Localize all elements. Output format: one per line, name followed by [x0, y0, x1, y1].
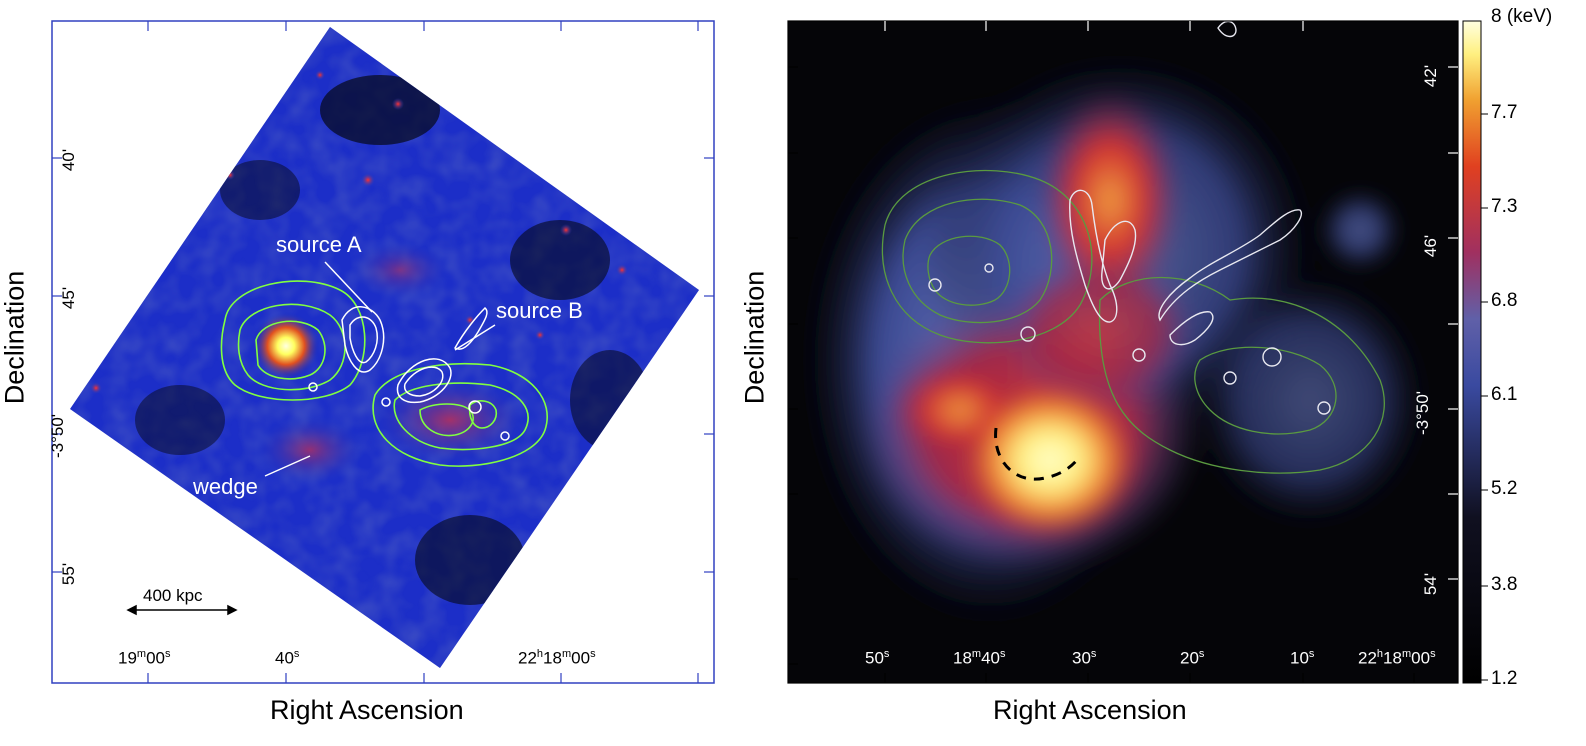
colorbar [1462, 20, 1482, 684]
right-dec-tick-label: 42' [1421, 64, 1441, 88]
colorbar-tick-label: 7.7 [1491, 102, 1518, 123]
right-temperature-map [787, 20, 1488, 684]
source-a-label: source A [276, 232, 362, 257]
dashed-arc [994, 427, 1079, 481]
colorbar-tick-label: 7.3 [1491, 196, 1518, 217]
left-panel: source A source B wedge 400 kpc 40' 45' … [0, 0, 730, 746]
wedge-label: wedge [193, 474, 258, 499]
left-ra-tick-label: 40s [275, 648, 300, 668]
right-xaxis-title: Right Ascension [993, 695, 1187, 725]
right-ra-tick-label: 50s [865, 648, 890, 668]
left-green-contours [220, 280, 548, 467]
scale-bar [126, 604, 238, 616]
wedge-pointer [264, 455, 311, 477]
right-ticks [788, 66, 1415, 683]
right-green-contours [881, 169, 1385, 474]
scale-bar-label: 400 kpc [143, 586, 203, 605]
colorbar-tick-label: 1.2 [1491, 668, 1518, 689]
right-ra-tick-label: 10s [1290, 648, 1315, 668]
right-ra-tick-label: 20s [1180, 648, 1205, 668]
right-yaxis-title: Declination [739, 270, 770, 405]
right-frame [787, 20, 1459, 684]
right-panel: 42' 46' -3°50' 54' 50s 18m40s 30s 20s 10… [730, 0, 1586, 746]
right-dec-tick-label: 54' [1421, 572, 1441, 596]
left-ra-tick-label: 22h18m00s [518, 648, 596, 668]
left-xray-image [51, 20, 715, 684]
left-ra-tick-label: 19m00s [118, 648, 171, 668]
left-dec-tick-label: 55' [59, 562, 79, 586]
left-dec-tick-label: -3°50' [48, 413, 68, 459]
left-yaxis-title: Declination [0, 270, 30, 405]
source-a-pointer [324, 261, 373, 313]
right-ra-tick-label: 30s [1072, 648, 1097, 668]
colorbar-unit-label: 8 (keV) [1491, 6, 1553, 27]
colorbar-tick-label: 5.2 [1491, 478, 1518, 499]
right-ra-tick-label: 22h18m00s [1358, 648, 1436, 668]
left-ticks [52, 21, 714, 683]
colorbar-tick-label: 6.1 [1491, 384, 1518, 405]
left-dec-tick-label: 45' [59, 286, 79, 310]
right-radio-contours [928, 21, 1331, 415]
left-xaxis-title: Right Ascension [270, 695, 464, 725]
right-dec-tick-label: -3°50' [1413, 390, 1433, 436]
left-radio-contours [308, 306, 510, 441]
right-dec-tick-label: 46' [1421, 234, 1441, 258]
source-b-label: source B [496, 298, 583, 323]
colorbar-tick-label: 3.8 [1491, 574, 1518, 595]
source-b-pointer [454, 324, 496, 351]
left-dec-tick-label: 40' [59, 148, 79, 172]
colorbar-tick-label: 6.8 [1491, 290, 1518, 311]
right-ra-tick-label: 18m40s [953, 648, 1006, 668]
